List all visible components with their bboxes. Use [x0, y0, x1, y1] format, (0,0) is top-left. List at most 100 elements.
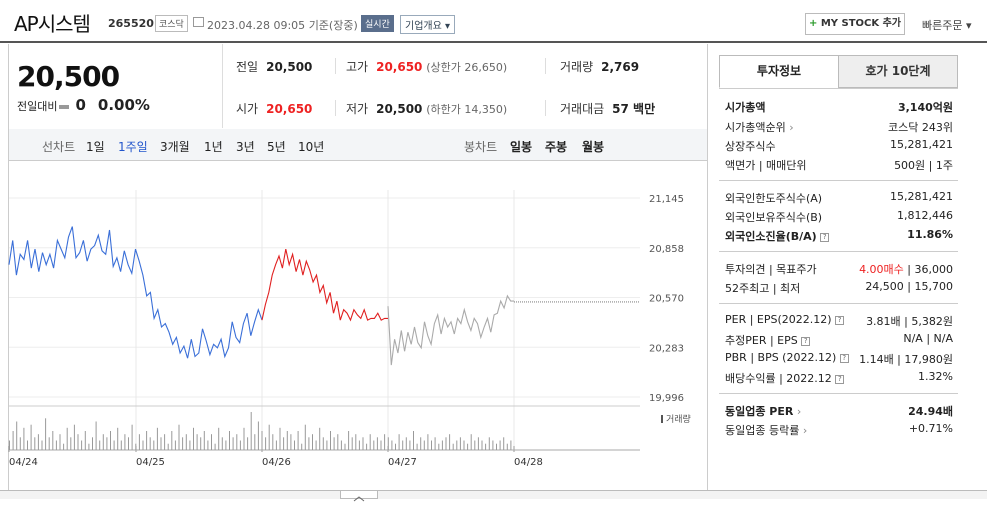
volume-bar: [243, 427, 245, 450]
help-icon[interactable]: ?: [835, 374, 845, 384]
help-icon[interactable]: ?: [801, 336, 811, 346]
sector-rate-row[interactable]: 동일업종 등락률 › +0.71%: [725, 422, 953, 437]
x-tick-label: 04/25: [136, 457, 165, 468]
tab-5y[interactable]: 5년: [267, 140, 286, 154]
volume-bar: [12, 431, 14, 450]
volume-bar: [146, 431, 148, 450]
volume-bar: [160, 437, 162, 450]
volume-bar: [362, 437, 364, 450]
volume-bar: [92, 437, 93, 450]
volume-bar: [30, 424, 32, 450]
volume-bar: [59, 434, 61, 450]
volume-bar: [423, 440, 425, 450]
high-price: 고가 20,650 (상한가 26,650): [346, 60, 508, 74]
volume-bar: [214, 443, 216, 450]
help-icon[interactable]: ?: [839, 353, 849, 363]
volume-bar: [413, 431, 414, 450]
add-mystock-button[interactable]: + MY STOCK 추가: [805, 13, 905, 35]
x-tick-label: 04/27: [388, 457, 417, 468]
chart-tab-bar: [9, 129, 707, 161]
volume-bar: [117, 427, 119, 450]
volume-bar: [398, 434, 400, 450]
volume-bar: [387, 437, 389, 450]
volume-bar: [110, 431, 111, 450]
quote-panel: [8, 44, 708, 494]
sector-per-row[interactable]: 동일업종 PER › 24.94배: [725, 405, 953, 418]
volume-bar: [380, 440, 382, 450]
quick-order-link[interactable]: 빠른주문 ▾: [922, 19, 972, 32]
quote-datetime: 2023.04.28 09:05 기준(장중): [207, 19, 358, 32]
volume-bar: [189, 440, 191, 450]
volume-bar: [102, 434, 104, 450]
tab-10y[interactable]: 10년: [298, 140, 325, 154]
volume-bar: [326, 440, 328, 450]
calendar-icon: [193, 17, 204, 27]
volume-bar: [477, 437, 479, 450]
volume-bar: [77, 434, 79, 450]
tab-daily[interactable]: 일봉: [510, 140, 533, 154]
volume-bar: [427, 434, 429, 450]
volume-bar: [301, 443, 303, 450]
volume-bar: [438, 443, 440, 450]
volume-bar: [376, 437, 378, 450]
volume-bar: [174, 440, 176, 450]
volume-bar: [193, 427, 194, 450]
volume-legend-mark: [661, 415, 663, 423]
volume-bar: [463, 440, 465, 450]
volume-bar: [265, 437, 267, 450]
stock-name: AP시스템: [14, 12, 91, 36]
volume-bar: [34, 437, 36, 450]
volume-bar: [456, 440, 458, 450]
volume-bar: [488, 437, 490, 450]
volume-bar: [445, 437, 447, 450]
volume-bar: [405, 437, 407, 450]
tab-1y[interactable]: 1년: [204, 140, 223, 154]
volume-bar: [171, 431, 173, 450]
volume-bar: [113, 440, 115, 450]
volume-bar: [70, 437, 72, 450]
volume-bar: [297, 431, 299, 450]
chevron-down-icon: ▾: [965, 19, 972, 32]
company-overview-dropdown[interactable]: 기업개요 ▾: [400, 15, 456, 34]
chevron-right-icon: ›: [802, 424, 808, 437]
y-tick-label: 21,145: [649, 194, 684, 205]
volume-bar: [84, 431, 86, 450]
volume-bar: [395, 443, 396, 450]
volume-bar: [503, 437, 505, 450]
tab-1d[interactable]: 1일: [86, 140, 105, 154]
tab-1w[interactable]: 1주일: [118, 140, 148, 154]
volume-bar: [73, 424, 75, 450]
price-change: 전일대비 0 0.00%: [17, 96, 150, 114]
bottom-border: [0, 490, 987, 499]
volume-bar: [340, 440, 342, 450]
tab-monthly[interactable]: 월봉: [582, 140, 605, 154]
volume-bar: [322, 437, 324, 450]
tab-3y[interactable]: 3년: [236, 140, 255, 154]
current-price: 20,500: [17, 60, 120, 93]
chevron-right-icon: ›: [796, 405, 802, 418]
volume-bar: [185, 434, 187, 450]
volume-bar: [164, 434, 166, 450]
volume-bar: [207, 440, 209, 450]
volume-bar: [167, 443, 169, 450]
volume-bar: [37, 434, 39, 450]
tab-invest-info[interactable]: 투자정보: [719, 55, 839, 88]
collapse-button[interactable]: [340, 490, 378, 502]
volume-bar: [239, 440, 241, 450]
volume-bar: [66, 427, 68, 450]
volume-bar: [200, 437, 202, 450]
volume-bar: [409, 440, 411, 450]
help-icon[interactable]: ?: [820, 232, 830, 242]
per-row: PER | EPS(2022.12) ? 3.81배 | 5,382원: [725, 313, 953, 328]
tab-orderbook[interactable]: 호가 10단계: [838, 55, 958, 88]
tab-weekly[interactable]: 주봉: [545, 140, 568, 154]
tab-3m[interactable]: 3개월: [160, 140, 190, 154]
help-icon[interactable]: ?: [835, 315, 845, 325]
volume-bar: [279, 427, 281, 450]
volume-bar: [330, 431, 331, 450]
volume-bar: [304, 424, 306, 450]
volume-bar: [95, 421, 97, 450]
volume-bar: [474, 440, 476, 450]
volume-bar: [290, 434, 292, 450]
volume-bar: [229, 431, 230, 450]
